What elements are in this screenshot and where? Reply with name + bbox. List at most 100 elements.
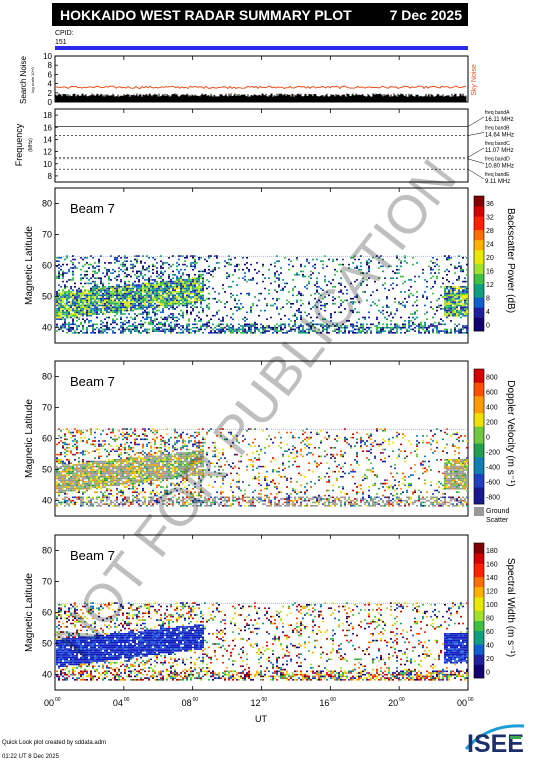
echo-cell xyxy=(64,474,66,476)
echo-cell xyxy=(462,291,464,293)
echo-cell xyxy=(168,325,170,327)
echo-cell xyxy=(106,479,108,481)
echo-cell xyxy=(148,296,150,298)
echo-cell xyxy=(64,313,66,315)
echo-cell xyxy=(458,275,460,278)
echo-cell xyxy=(106,311,108,314)
echo-cell xyxy=(200,325,202,327)
echo-cell xyxy=(150,462,152,464)
echo-cell xyxy=(90,501,92,504)
echo-cell xyxy=(156,301,158,303)
echo-cell xyxy=(298,325,300,327)
echo-cell xyxy=(68,309,70,312)
echo-cell xyxy=(96,464,98,466)
echo-cell xyxy=(140,465,142,468)
echo-cell xyxy=(362,330,364,332)
echo-cell xyxy=(460,309,462,312)
echo-cell xyxy=(150,464,152,466)
echo-cell xyxy=(458,279,460,281)
echo-cell xyxy=(450,306,452,308)
echo-cell xyxy=(256,323,258,326)
echo-cell xyxy=(236,265,238,268)
echo-cell xyxy=(70,314,72,317)
echo-cell xyxy=(462,268,464,271)
echo-cell xyxy=(58,476,60,478)
echo-cell xyxy=(270,328,272,331)
echo-cell xyxy=(94,491,96,493)
echo-cell xyxy=(312,330,314,332)
echo-cell xyxy=(134,303,136,305)
echo-cell xyxy=(226,277,228,279)
echo-cell xyxy=(124,313,126,315)
echo-cell xyxy=(154,330,156,332)
echo-cell xyxy=(114,258,116,261)
echo-cell xyxy=(194,482,196,485)
echo-cell xyxy=(120,309,122,312)
echo-cell xyxy=(96,484,98,487)
echo-cell xyxy=(172,501,174,504)
echo-cell xyxy=(96,286,98,288)
echo-cell xyxy=(96,277,98,279)
echo-cell xyxy=(232,294,234,297)
echo-cell xyxy=(436,328,438,331)
echo-cell xyxy=(138,452,140,454)
echo-cell xyxy=(160,316,162,319)
echo-cell xyxy=(344,330,346,332)
echo-cell xyxy=(448,308,450,310)
echo-cell xyxy=(212,268,214,271)
echo-cell xyxy=(312,325,314,327)
echo-cell xyxy=(114,438,116,441)
echo-cell xyxy=(92,460,94,463)
echo-cell xyxy=(442,282,444,285)
echo-cell xyxy=(172,314,174,317)
echo-cell xyxy=(190,455,192,458)
echo-cell xyxy=(276,332,278,334)
echo-cell xyxy=(168,294,170,297)
echo-cell xyxy=(116,301,118,303)
echo-cell xyxy=(168,457,170,459)
echo-cell xyxy=(56,301,58,303)
echo-cell xyxy=(80,268,82,271)
echo-cell xyxy=(122,328,124,331)
echo-cell xyxy=(96,292,98,295)
echo-cell xyxy=(60,470,62,473)
echo-cell xyxy=(466,306,468,308)
freq-band-value: 16.11 MHz xyxy=(485,117,514,123)
echo-cell xyxy=(102,440,104,442)
echo-cell xyxy=(110,479,112,481)
echo-cell xyxy=(256,326,258,329)
echo-cell xyxy=(142,313,144,315)
echo-cell xyxy=(140,474,142,476)
echo-cell xyxy=(148,452,150,454)
echo-cell xyxy=(92,267,94,269)
echo-cell xyxy=(124,447,126,449)
echo-cell xyxy=(184,486,186,488)
echo-cell xyxy=(276,277,278,279)
echo-cell xyxy=(268,292,270,295)
echo-cell xyxy=(88,267,90,269)
echo-cell xyxy=(150,476,152,478)
echo-cell xyxy=(244,272,246,274)
echo-cell xyxy=(106,323,108,326)
echo-cell xyxy=(458,311,460,314)
echo-cell xyxy=(242,325,244,327)
echo-cell xyxy=(226,314,228,317)
echo-cell xyxy=(164,441,166,444)
echo-cell xyxy=(154,476,156,478)
echo-cell xyxy=(360,268,362,271)
echo-cell xyxy=(120,301,122,303)
echo-cell xyxy=(436,263,438,266)
echo-cell xyxy=(200,320,202,322)
echo-cell xyxy=(362,291,364,293)
echo-cell xyxy=(180,303,182,305)
echo-cell xyxy=(90,291,92,293)
echo-cell xyxy=(272,304,274,307)
echo-cell xyxy=(62,447,64,449)
echo-cell xyxy=(168,328,170,331)
echo-cell xyxy=(150,284,152,286)
echo-cell xyxy=(120,263,122,266)
echo-cell xyxy=(466,257,468,259)
echo-cell xyxy=(64,308,66,310)
echo-cell xyxy=(128,477,130,480)
echo-cell xyxy=(128,289,130,291)
